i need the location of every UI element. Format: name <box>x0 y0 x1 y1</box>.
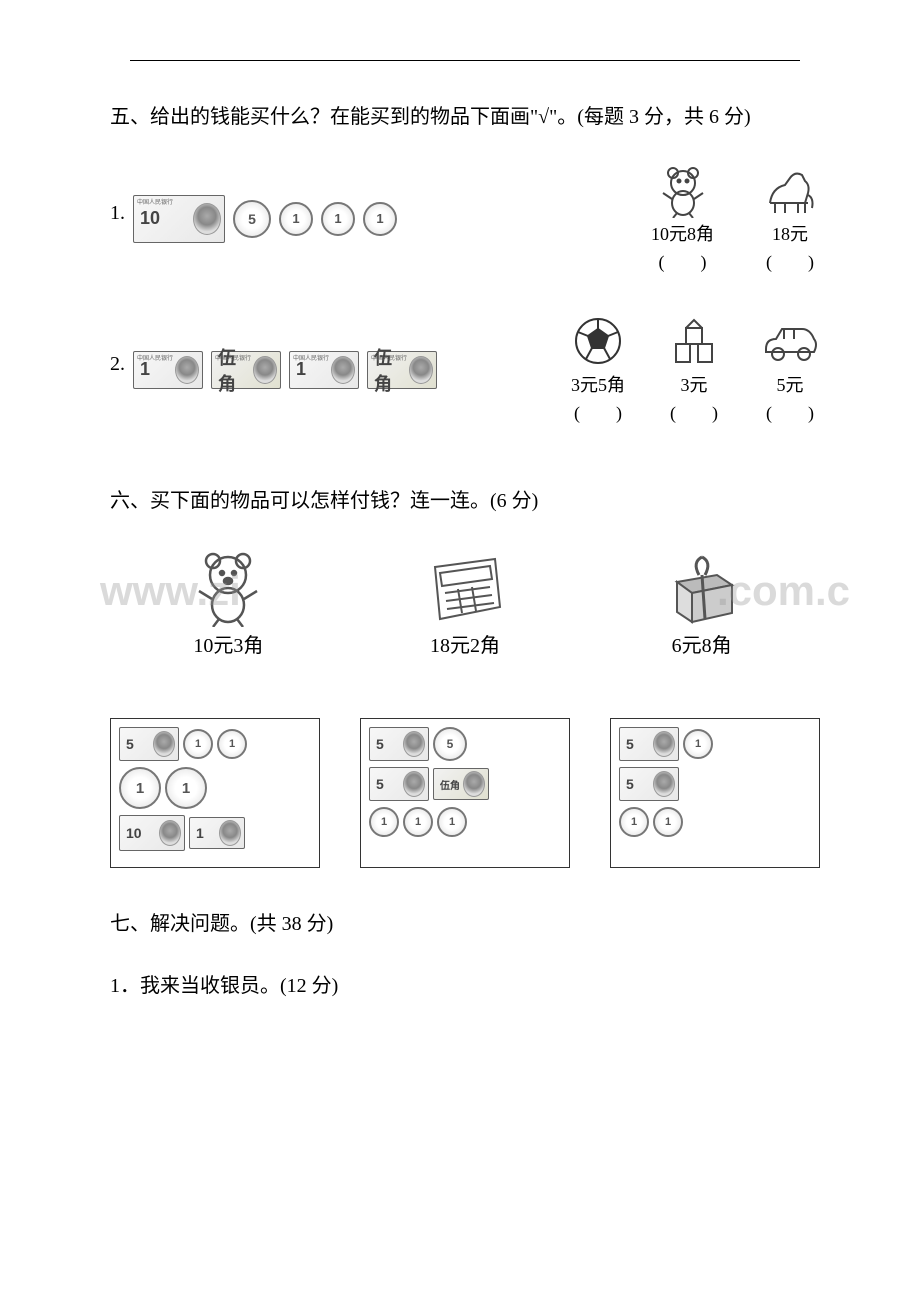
section-6-title: 六、买下面的物品可以怎样付钱？连一连。(6 分) <box>110 485 820 517</box>
match-item-calculator: 18元2角 <box>420 547 510 658</box>
coin-1yuan-icon: 1 <box>119 767 161 809</box>
bill-10-icon: 中国人民银行 10 <box>133 195 225 243</box>
horse-icon <box>760 163 820 218</box>
coin-1jiao-icon: 1 <box>183 729 213 759</box>
box-line: 5 <box>619 767 811 801</box>
coin-5jiao-icon: 5 <box>433 727 467 761</box>
box-line: 5 5 <box>369 727 561 761</box>
item-price: 18元2角 <box>430 629 500 658</box>
bill-1-icon: 中国人民银行 1 <box>289 351 359 389</box>
box-line: 1 1 <box>119 767 311 809</box>
q7-1: 1．我来当收银员。(12 分) <box>110 970 820 1002</box>
box-line: 10 1 <box>119 815 311 851</box>
box-line: 5 伍角 <box>369 767 561 801</box>
q5-2-num: 2. <box>110 353 125 376</box>
bill-5-icon: 5 <box>369 767 429 801</box>
bill-5-icon: 5 <box>369 727 429 761</box>
bear-icon <box>653 163 713 218</box>
coin-1yuan-icon: 1 <box>165 767 207 809</box>
soccer-ball-icon <box>568 314 628 369</box>
box-line: 1 1 <box>619 807 811 837</box>
coin-1jiao-icon: 1 <box>217 729 247 759</box>
item-bear: 10元8角 ( ) <box>651 163 714 274</box>
coin-1jiao-icon: 1 <box>321 202 355 236</box>
q5-2-row: 2. 中国人民银行 1 中国人民银行 伍角 中国人民银行 1 中国人民银行 伍角… <box>110 314 820 425</box>
bill-1-icon: 1 <box>189 817 245 849</box>
coin-1jiao-icon: 1 <box>653 807 683 837</box>
bill-5-icon: 5 <box>119 727 179 761</box>
money-box-3: 5 1 5 1 1 <box>610 718 820 868</box>
section-7-title: 七、解决问题。(共 38 分) <box>110 908 820 940</box>
bill-5-icon: 5 <box>619 727 679 761</box>
item-ball: 3元5角 ( ) <box>568 314 628 425</box>
item-horse: 18元 ( ) <box>760 163 820 274</box>
coin-1jiao-icon: 1 <box>437 807 467 837</box>
answer-blank[interactable]: ( ) <box>670 399 718 425</box>
item-car: 5元 ( ) <box>760 314 820 425</box>
top-rule <box>130 60 800 61</box>
item-price: 3元 <box>681 371 708 397</box>
answer-blank[interactable]: ( ) <box>766 399 814 425</box>
q5-1-row: 1. 中国人民银行 10 5 1 1 1 10元8角 ( ) 18元 ( ) <box>110 163 820 274</box>
coin-1jiao-icon: 1 <box>279 202 313 236</box>
item-price: 5元 <box>777 371 804 397</box>
bill-5jiao-icon: 中国人民银行 伍角 <box>211 351 281 389</box>
answer-blank[interactable]: ( ) <box>659 248 707 274</box>
match-items-row: 10元3角 18元2角 6元8角 <box>110 547 820 658</box>
bear-icon <box>183 547 273 627</box>
coin-5jiao-icon: 5 <box>233 200 271 238</box>
money-box-1: 5 1 1 1 1 10 1 <box>110 718 320 868</box>
answer-blank[interactable]: ( ) <box>574 399 622 425</box>
box-line: 1 1 1 <box>369 807 561 837</box>
item-price: 18元 <box>772 220 808 246</box>
match-item-bear: 10元3角 <box>183 547 273 658</box>
item-price: 6元8角 <box>672 629 732 658</box>
section-6-body: www.zi .com.c 10元3角 18元2角 6元8角 <box>110 547 820 868</box>
box-line: 5 1 1 <box>119 727 311 761</box>
coin-1jiao-icon: 1 <box>403 807 433 837</box>
bill-1-icon: 中国人民银行 1 <box>133 351 203 389</box>
section-5-title: 五、给出的钱能买什么？在能买到的物品下面画"√"。(每题 3 分，共 6 分) <box>110 101 820 133</box>
worksheet-page: 五、给出的钱能买什么？在能买到的物品下面画"√"。(每题 3 分，共 6 分) … <box>0 0 920 1072</box>
calculator-icon <box>420 547 510 627</box>
coin-1jiao-icon: 1 <box>363 202 397 236</box>
bill-5-icon: 5 <box>619 767 679 801</box>
gift-icon <box>657 547 747 627</box>
blocks-icon <box>664 314 724 369</box>
car-icon <box>760 314 820 369</box>
q5-1-num: 1. <box>110 202 125 225</box>
coin-1jiao-icon: 1 <box>369 807 399 837</box>
money-boxes-row: 5 1 1 1 1 10 1 5 5 <box>110 718 820 868</box>
match-item-gift: 6元8角 <box>657 547 747 658</box>
item-price: 3元5角 <box>571 371 625 397</box>
bill-5jiao-icon: 伍角 <box>433 768 489 800</box>
item-blocks: 3元 ( ) <box>664 314 724 425</box>
box-line: 5 1 <box>619 727 811 761</box>
item-price: 10元3角 <box>193 629 263 658</box>
coin-1jiao-icon: 1 <box>619 807 649 837</box>
bill-10-icon: 10 <box>119 815 185 851</box>
item-price: 10元8角 <box>651 220 714 246</box>
coin-1jiao-icon: 1 <box>683 729 713 759</box>
bill-5jiao-icon: 中国人民银行 伍角 <box>367 351 437 389</box>
money-box-2: 5 5 5 伍角 1 1 1 <box>360 718 570 868</box>
answer-blank[interactable]: ( ) <box>766 248 814 274</box>
